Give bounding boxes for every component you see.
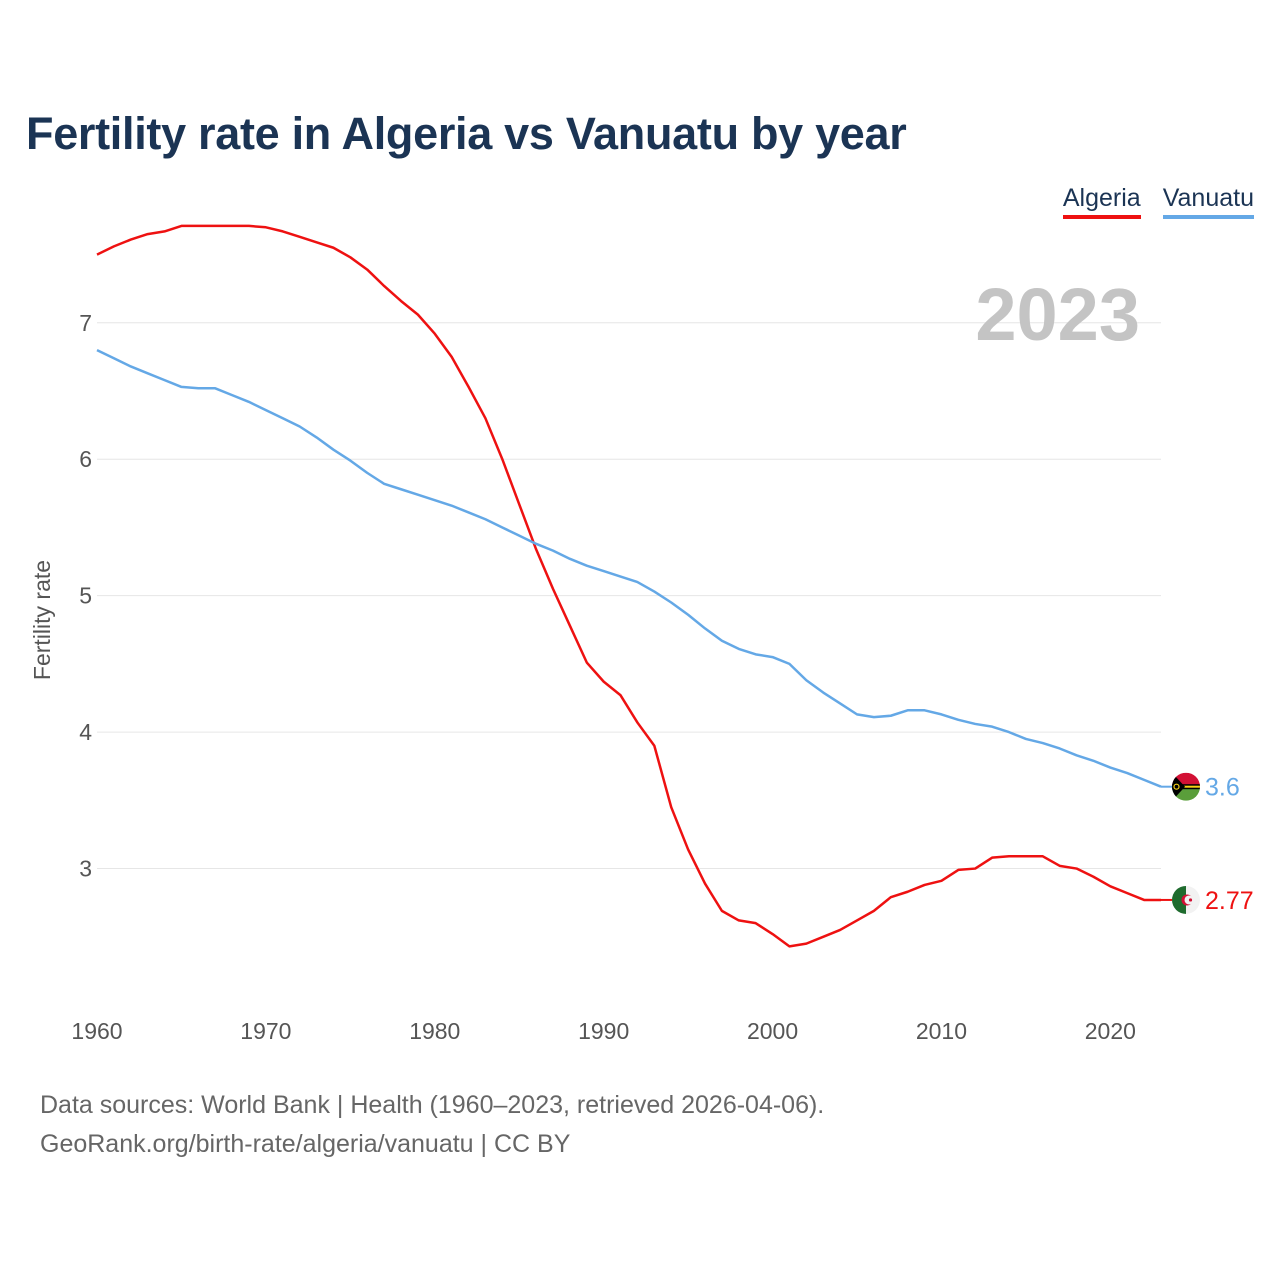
grid-lines xyxy=(97,322,1161,870)
legend-item-algeria[interactable]: Algeria xyxy=(1062,184,1141,219)
x-tick-label: 1960 xyxy=(71,1018,122,1044)
x-tick-label: 1990 xyxy=(578,1018,629,1044)
flag-icon-algeria xyxy=(1172,885,1200,914)
end-value-label-algeria: 2.77 xyxy=(1205,887,1254,915)
x-tick-label: 1980 xyxy=(409,1018,460,1044)
legend-item-vanuatu[interactable]: Vanuatu xyxy=(1162,184,1254,219)
y-tick-label: 6 xyxy=(79,446,92,472)
legend: Algeria Vanuatu xyxy=(1062,184,1254,219)
end-value-label-vanuatu: 3.6 xyxy=(1205,774,1240,802)
data-source-note: Data sources: World Bank | Health (1960–… xyxy=(40,1091,825,1119)
y-axis: 3 4 5 6 7 xyxy=(79,310,92,882)
y-tick-label: 5 xyxy=(79,583,92,609)
footer: Data sources: World Bank | Health (1960–… xyxy=(40,1086,824,1164)
x-tick-label: 2010 xyxy=(916,1018,967,1044)
series-line-algeria[interactable] xyxy=(96,224,1161,948)
x-tick-label: 2000 xyxy=(747,1018,798,1044)
y-tick-label: 4 xyxy=(79,719,92,745)
series-layer xyxy=(96,224,1162,948)
chart-title: Fertility rate in Algeria vs Vanuatu by … xyxy=(26,108,907,159)
x-axis: 1960 1970 1980 1990 2000 2010 2020 xyxy=(71,1018,1136,1044)
y-tick-label: 3 xyxy=(79,856,92,882)
x-tick-label: 2020 xyxy=(1085,1018,1136,1044)
y-tick-label: 7 xyxy=(79,310,92,336)
x-tick-label: 1970 xyxy=(240,1018,291,1044)
year-watermark: 2023 xyxy=(975,273,1140,356)
source-link[interactable]: GeoRank.org/birth-rate/algeria/vanuatu |… xyxy=(40,1130,571,1158)
y-axis-label: Fertility rate xyxy=(29,560,55,680)
flag-icon-vanuatu xyxy=(1172,772,1200,801)
series-line-vanuatu[interactable] xyxy=(96,348,1162,788)
end-markers: 2.77 3.6 xyxy=(1161,772,1254,915)
